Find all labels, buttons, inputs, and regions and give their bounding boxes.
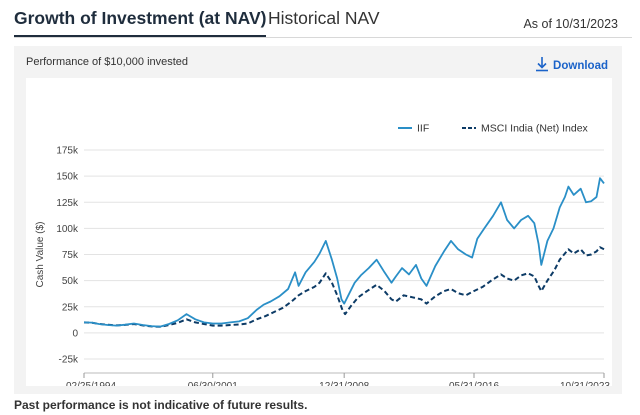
tab-growth-of-investment[interactable]: Growth of Investment (at NAV): [14, 8, 267, 38]
x-tick-label: 12/31/2008: [319, 381, 369, 386]
y-tick-label: 0: [72, 328, 78, 339]
performance-label: Performance of $10,000 invested: [26, 56, 189, 68]
x-tick-label: 06/30/2001: [188, 381, 238, 386]
download-button[interactable]: Download: [535, 56, 608, 72]
growth-chart: -25k 0 25k 50k 75k 100k 125k 150k 175k 02/25/1994…: [35, 123, 610, 393]
y-tick-label: 50k: [62, 276, 79, 287]
x-tick-label: 02/25/1994: [66, 381, 116, 386]
as-of-date: As of 10/31/2023: [523, 17, 618, 31]
y-tick-label: 150k: [56, 172, 79, 183]
x-tick-label: 10/31/2023: [560, 381, 610, 386]
legend-label-iif: IIF: [417, 123, 429, 135]
y-tick-label: -25k: [59, 355, 79, 366]
y-tick-label: 175k: [56, 146, 79, 157]
chart-area: -25k 0 25k 50k 75k 100k 125k 150k 175k 02/25/1994…: [26, 78, 612, 393]
disclaimer: Past performance is not indicative of fu…: [14, 398, 308, 412]
tab-historical-nav[interactable]: Historical NAV: [268, 8, 380, 28]
tab-divider: [14, 37, 632, 38]
download-label: Download: [553, 60, 608, 72]
y-tick-label: 125k: [56, 198, 79, 209]
legend-label-msci: MSCI India (Net) Index: [481, 123, 589, 135]
x-tick-label: 05/31/2016: [449, 381, 499, 386]
y-tick-label: 100k: [56, 224, 79, 235]
y-tick-label: 75k: [62, 250, 79, 261]
tab-bar: Growth of Investment (at NAV) Historical…: [0, 0, 640, 38]
download-icon: [536, 57, 549, 72]
y-axis-label: Cash Value ($): [35, 222, 46, 288]
chart-panel: Performance of $10,000 invested Download…: [14, 46, 622, 394]
series-line-msci: [83, 246, 605, 328]
y-tick-label: 25k: [62, 302, 79, 313]
series-line-iif: [83, 177, 605, 328]
